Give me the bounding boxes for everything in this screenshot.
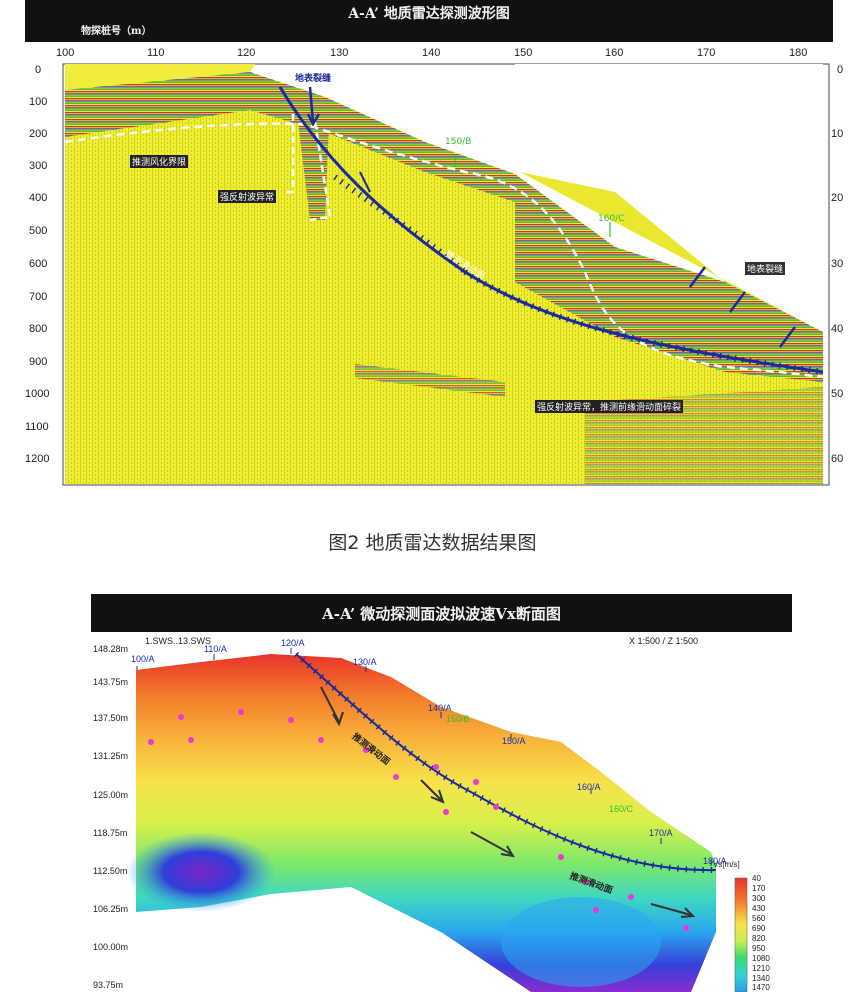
elevation-label: 143.75m: [93, 677, 129, 687]
station-label: 120/A: [281, 638, 305, 648]
annotation-strong-reflection: 强反射波异常: [218, 190, 277, 203]
station-label: 140/A: [428, 703, 452, 713]
y-tick-left: 500: [29, 225, 48, 237]
elevation-label: 131.25m: [93, 751, 129, 761]
x-tick: 100: [56, 47, 75, 59]
elevation-label: 93.75m: [93, 980, 124, 990]
station-label: 130/A: [353, 657, 377, 667]
elevation-label: 100.00m: [93, 942, 129, 952]
y-tick-left: 700: [29, 291, 48, 303]
y-tick-left: 600: [29, 258, 48, 270]
y-tick-left: 200: [29, 128, 48, 140]
gpr-title-bar: [25, 0, 833, 42]
elevation-label: 112.50m: [93, 866, 128, 876]
annotation-surface-crack: 地表裂缝: [295, 74, 332, 84]
scale-text: X 1:500 / Z 1:500: [629, 636, 699, 646]
gpr-figure: A-A’ 地质雷达探测波形图 物探桩号（m） 100 110 120 130 1…: [25, 0, 843, 486]
y-tick-left: 1200: [25, 453, 50, 465]
y-tick-left: 400: [29, 192, 48, 204]
x-tick: 140: [422, 47, 441, 59]
elevation-label: 137.50m: [93, 713, 129, 723]
x-tick: 150: [514, 47, 533, 59]
y-tick-right: 0: [837, 64, 844, 76]
y-tick-right: 40: [831, 323, 844, 335]
elevation-label: 106.25m: [93, 904, 129, 914]
x-tick: 130: [330, 47, 349, 59]
elevation-label: 118.75m: [93, 828, 128, 838]
legend-title: Vs[m/s]: [713, 860, 740, 869]
legend-value: 1340: [752, 974, 770, 983]
gpr-plot: [62, 63, 830, 486]
x-tick: 110: [147, 47, 165, 59]
y-tick-left: 1000: [25, 388, 50, 400]
y-tick-right: 30: [831, 258, 844, 270]
velocity-title: A-A’ 微动探测面波拟波速Vx断面图: [322, 605, 561, 623]
station-160c: 160/C: [598, 214, 625, 224]
x-tick: 120: [237, 47, 256, 59]
legend-value: 170: [752, 884, 766, 893]
x-tick: 160: [605, 47, 624, 59]
legend-value: 430: [752, 904, 766, 913]
velocity-title-bar: [91, 594, 792, 632]
velocity-section: [126, 648, 748, 992]
station-label: 100/A: [131, 654, 155, 664]
gpr-x-axis-label: 物探桩号（m）: [81, 26, 152, 37]
y-tick-left: 100: [29, 96, 48, 108]
annotation-deep-reflection: 强反射波异常，推测前缘滑动面碎裂: [535, 400, 684, 413]
y-tick-left: 800: [29, 323, 48, 335]
x-tick: 180: [789, 47, 808, 59]
legend-value: 40: [752, 874, 761, 883]
elevation-label: 148.28m: [93, 644, 129, 654]
legend-value: 690: [752, 924, 766, 933]
station-label: 170/A: [649, 828, 673, 838]
station-label: 110/A: [204, 644, 227, 654]
annotation-weathered: 推测风化界限: [130, 155, 189, 168]
gpr-title: A-A’ 地质雷达探测波形图: [348, 6, 510, 22]
station-label: 180/A: [703, 856, 727, 866]
figure-caption: 图2 地质雷达数据结果图: [328, 532, 537, 554]
station-label: 160/C: [609, 804, 634, 814]
legend-value: 1080: [752, 954, 770, 963]
y-tick-right: 20: [831, 192, 844, 204]
y-tick-left: 900: [29, 356, 48, 368]
annotation-surface-cracks-right: 地表裂缝: [745, 262, 786, 275]
y-tick-right: 50: [831, 388, 844, 400]
x-tick: 170: [697, 47, 716, 59]
legend-value: 300: [752, 894, 766, 903]
legend-value: 950: [752, 944, 766, 953]
y-tick-left: 1100: [25, 421, 49, 433]
y-tick-right: 10: [831, 128, 844, 140]
y-tick-right: 60: [831, 453, 844, 465]
station-label: 150/B: [446, 714, 470, 724]
y-tick-left: 300: [29, 160, 48, 172]
velocity-figure: A-A’ 微动探测面波拟波速Vx断面图 1.SWS..13.SWS X 1:50…: [91, 594, 792, 992]
legend-value: 1210: [752, 964, 770, 973]
legend-value: 820: [752, 934, 766, 943]
legend-value: 1470: [752, 983, 770, 992]
y-tick-left: 0: [35, 64, 42, 76]
station-label: 150/A: [502, 736, 526, 746]
sws-header: 1.SWS..13.SWS: [145, 636, 212, 646]
legend-value: 560: [752, 914, 766, 923]
station-label: 160/A: [577, 782, 601, 792]
station-150b: 150/B: [445, 137, 472, 147]
elevation-label: 125.00m: [93, 790, 129, 800]
